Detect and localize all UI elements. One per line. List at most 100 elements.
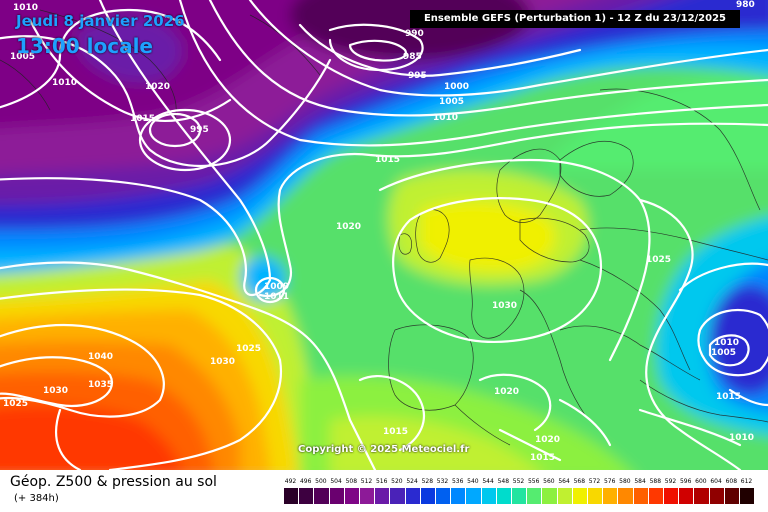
legend-label: 592 bbox=[664, 478, 677, 485]
legend-swatch bbox=[420, 488, 435, 504]
isobars bbox=[0, 0, 768, 470]
legend-swatch bbox=[679, 488, 694, 504]
legend-swatch bbox=[496, 488, 511, 504]
legend-swatch bbox=[740, 488, 755, 504]
isobar-label: 1005 bbox=[10, 52, 35, 62]
legend-label: 552 bbox=[512, 478, 525, 485]
legend-label: 584 bbox=[634, 478, 646, 485]
isobar-label: 1025 bbox=[646, 255, 671, 265]
legend-label: 580 bbox=[619, 478, 631, 485]
legend-swatch bbox=[314, 488, 329, 504]
isobar-label: 1020 bbox=[145, 82, 170, 92]
legend-label: 572 bbox=[588, 478, 601, 485]
legend-label: 492 bbox=[284, 478, 297, 485]
isobar-label: 1015 bbox=[716, 392, 741, 402]
isobar-label: 1025 bbox=[236, 344, 261, 354]
legend-swatch bbox=[664, 488, 679, 504]
legend-swatch bbox=[360, 488, 375, 504]
legend-label: 512 bbox=[360, 478, 373, 485]
legend-label: 588 bbox=[649, 478, 662, 485]
isobar-label: 995 bbox=[190, 125, 209, 135]
legend-swatch bbox=[709, 488, 724, 504]
legend-label: 556 bbox=[527, 478, 540, 485]
legend-label: 532 bbox=[436, 478, 449, 485]
isobar-label: 1020 bbox=[535, 435, 560, 445]
map-footer: Géop. Z500 & pression au sol (+ 384h) 49… bbox=[0, 470, 768, 512]
isobar-label: 1035 bbox=[88, 380, 113, 390]
legend-swatch bbox=[527, 488, 542, 504]
legend-swatch bbox=[436, 488, 451, 504]
legend-label: 496 bbox=[299, 478, 312, 485]
legend-label: 516 bbox=[375, 478, 388, 485]
legend-swatch bbox=[633, 488, 648, 504]
legend-swatch bbox=[724, 488, 739, 504]
legend-swatch bbox=[603, 488, 618, 504]
legend-label: 508 bbox=[345, 478, 358, 485]
legend-swatch bbox=[451, 488, 466, 504]
legend-swatch bbox=[466, 488, 481, 504]
field-title: Géop. Z500 & pression au sol bbox=[10, 474, 217, 490]
legend-swatch bbox=[284, 488, 299, 504]
legend-swatch bbox=[344, 488, 359, 504]
legend-label: 600 bbox=[695, 478, 707, 485]
legend-swatch bbox=[572, 488, 587, 504]
isobar-label: 1011 bbox=[264, 292, 289, 302]
isobar-label: 1015 bbox=[375, 155, 400, 165]
legend-label: 612 bbox=[740, 478, 753, 485]
legend-label: 548 bbox=[497, 478, 510, 485]
legend-label: 608 bbox=[725, 478, 738, 485]
isobar-label: 1005 bbox=[711, 348, 736, 358]
legend-label: 524 bbox=[406, 478, 418, 485]
isobar-label: 1030 bbox=[43, 386, 68, 396]
forecast-date: Jeudi 8 janvier 2026 bbox=[16, 12, 185, 30]
legend-label: 604 bbox=[710, 478, 722, 485]
legend-label: 576 bbox=[603, 478, 616, 485]
legend-swatch bbox=[329, 488, 344, 504]
legend-label: 544 bbox=[482, 478, 494, 485]
isobar-label: 1010 bbox=[52, 78, 77, 88]
legend-swatch bbox=[694, 488, 709, 504]
isobar-label: 1005 bbox=[439, 97, 464, 107]
legend-swatch bbox=[557, 488, 572, 504]
legend-swatch bbox=[648, 488, 663, 504]
isobar-label: 1040 bbox=[88, 352, 113, 362]
lead-time: (+ 384h) bbox=[14, 493, 59, 504]
z500-pressure-map: 1010 1005 1010 1020 1015 995 990 985 995… bbox=[0, 0, 768, 470]
forecast-time: 13:00 locale bbox=[16, 34, 153, 58]
legend-swatch bbox=[512, 488, 527, 504]
legend-label: 560 bbox=[543, 478, 555, 485]
legend-label: 564 bbox=[558, 478, 570, 485]
isobar-label: 1030 bbox=[492, 301, 517, 311]
legend-swatch bbox=[481, 488, 496, 504]
legend-swatch bbox=[299, 488, 314, 504]
isobar-label: 995 bbox=[408, 71, 427, 81]
isobar-label: 990 bbox=[405, 29, 424, 39]
isobar-label: 1009 bbox=[264, 282, 289, 292]
isobar-label: 1010 bbox=[714, 338, 739, 348]
legend-label: 540 bbox=[467, 478, 479, 485]
isobar-label: 1010 bbox=[729, 433, 754, 443]
legend-label: 596 bbox=[679, 478, 692, 485]
isobar-label: 1015 bbox=[130, 114, 155, 124]
isobar-label: 980 bbox=[736, 0, 755, 10]
legend-label: 500 bbox=[315, 478, 327, 485]
legend-swatch bbox=[375, 488, 390, 504]
isobar-label: 1020 bbox=[494, 387, 519, 397]
legend-label: 528 bbox=[421, 478, 434, 485]
legend-swatch bbox=[618, 488, 633, 504]
isobar-labels: 1010 1005 1010 1020 1015 995 990 985 995… bbox=[3, 0, 755, 463]
isobar-label: 1010 bbox=[13, 3, 38, 13]
legend-label: 536 bbox=[451, 478, 464, 485]
isobar-label: 1000 bbox=[444, 82, 469, 92]
isobar-label: 1020 bbox=[336, 222, 361, 232]
legend-swatch bbox=[588, 488, 603, 504]
isobar-label: 1015 bbox=[530, 453, 555, 463]
legend-swatch bbox=[405, 488, 420, 504]
legend-swatch bbox=[542, 488, 557, 504]
legend-label: 568 bbox=[573, 478, 586, 485]
isobar-label: 1030 bbox=[210, 357, 235, 367]
model-run-banner: Ensemble GEFS (Perturbation 1) - 12 Z du… bbox=[410, 10, 740, 28]
isobar-label: 1025 bbox=[3, 399, 28, 409]
geopotential-color-field bbox=[0, 0, 768, 470]
